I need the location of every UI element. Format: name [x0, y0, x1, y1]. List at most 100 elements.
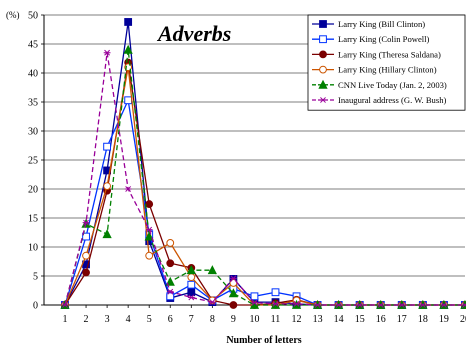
legend: Larry King (Bill Clinton) Larry King (Col… [307, 14, 466, 111]
data-point [61, 302, 69, 308]
legend-item: Larry King (Theresa Saldana) [312, 49, 441, 59]
x-tick-label: 2 [84, 314, 89, 325]
x-tick-label: 5 [147, 314, 152, 325]
legend-label: Larry King (Hillary Clinton) [338, 65, 437, 75]
y-tick-label: 40 [28, 69, 38, 80]
data-point [319, 50, 327, 59]
data-point [187, 280, 196, 289]
data-point [103, 142, 111, 151]
x-tick-label: 3 [105, 314, 110, 325]
x-tick-label: 13 [313, 314, 323, 325]
y-tick-label: 30 [28, 127, 38, 138]
data-point [250, 292, 259, 301]
y-tick-label: 10 [28, 243, 38, 254]
x-tick-label: 4 [126, 314, 131, 325]
data-point [145, 226, 153, 233]
data-point [319, 20, 327, 28]
data-point [335, 302, 343, 308]
data-point [270, 299, 281, 309]
legend-box [307, 14, 466, 111]
data-point [461, 302, 466, 308]
data-point [124, 18, 133, 26]
x-tick-label: 9 [231, 314, 236, 325]
chart-title: Adverbs [156, 21, 231, 46]
legend-item: Larry King (Hillary Clinton) [312, 65, 437, 75]
x-tick-label: 18 [418, 314, 428, 325]
x-tick-label: 7 [189, 314, 194, 325]
x-tick-labels: 1234567891011121314151617181920 [63, 314, 466, 325]
data-point [82, 251, 90, 260]
data-point [293, 300, 300, 307]
legend-label: Larry King (Colin Powell) [338, 34, 430, 44]
data-point [229, 301, 238, 309]
y-tick-label: 20 [28, 185, 38, 196]
legend-label: Larry King (Bill Clinton) [338, 19, 425, 29]
data-point [272, 300, 279, 307]
x-tick-label: 15 [355, 314, 365, 325]
legend-label: CNN Live Today (Jan. 2, 2003) [338, 80, 447, 90]
y-tick-label: 35 [28, 98, 38, 109]
data-point [291, 299, 302, 309]
data-point [230, 275, 237, 282]
data-point [419, 302, 427, 308]
data-point [144, 231, 154, 241]
data-point [82, 268, 90, 277]
data-point [165, 276, 175, 286]
data-point [187, 294, 195, 301]
data-point [145, 200, 154, 208]
data-point [124, 96, 133, 105]
x-tick-label: 17 [397, 314, 407, 325]
x-tick-label: 10 [249, 314, 259, 325]
data-point [251, 299, 258, 306]
data-point [314, 302, 321, 308]
data-point [187, 288, 196, 297]
series-2 [61, 96, 466, 309]
data-point [398, 302, 406, 308]
data-point [123, 44, 133, 54]
series-line [64, 49, 465, 306]
x-tick-label: 20 [460, 314, 466, 325]
series-line [64, 52, 465, 306]
data-point [356, 302, 364, 308]
x-tick-label: 11 [271, 314, 281, 325]
data-point [166, 239, 175, 247]
legend-item: Larry King (Bill Clinton) [312, 19, 425, 29]
legend-item: CNN Live Today (Jan. 2, 2003) [312, 79, 447, 90]
data-point [102, 229, 112, 239]
data-point [271, 288, 280, 297]
data-point [228, 288, 239, 298]
x-tick-label: 1 [63, 314, 68, 325]
data-point [166, 259, 175, 268]
legend-item: Inaugural address (G. W. Bush) [312, 95, 446, 105]
legend-label: Larry King (Theresa Saldana) [338, 49, 441, 59]
y-tick-label: 0 [33, 301, 38, 312]
data-point [377, 302, 385, 308]
data-point [103, 182, 111, 191]
data-point [319, 35, 327, 44]
data-point [166, 288, 174, 295]
data-point [124, 186, 132, 192]
x-axis-title: Number of letters [226, 335, 301, 346]
series-group [60, 18, 466, 309]
data-point [166, 292, 175, 301]
x-tick-label: 8 [210, 314, 215, 325]
y-tick-label: 50 [28, 11, 38, 22]
x-tick-label: 12 [292, 314, 302, 325]
data-point [208, 299, 216, 306]
y-tick-label: 15 [28, 214, 38, 225]
data-point [82, 219, 90, 226]
data-point [319, 65, 327, 74]
y-tick-label: 45 [28, 40, 38, 51]
x-tick-label: 14 [334, 314, 344, 325]
x-tick-label: 16 [376, 314, 386, 325]
data-point [187, 273, 196, 282]
x-tick-label: 19 [439, 314, 449, 325]
y-tick-labels: 0 5 10 15 20 25 30 35 40 45 50 [28, 11, 38, 312]
legend-label: Inaugural address (G. W. Bush) [338, 95, 446, 105]
series-6 [61, 49, 466, 308]
data-point [318, 79, 328, 89]
data-point [440, 302, 448, 308]
data-point [319, 97, 327, 103]
